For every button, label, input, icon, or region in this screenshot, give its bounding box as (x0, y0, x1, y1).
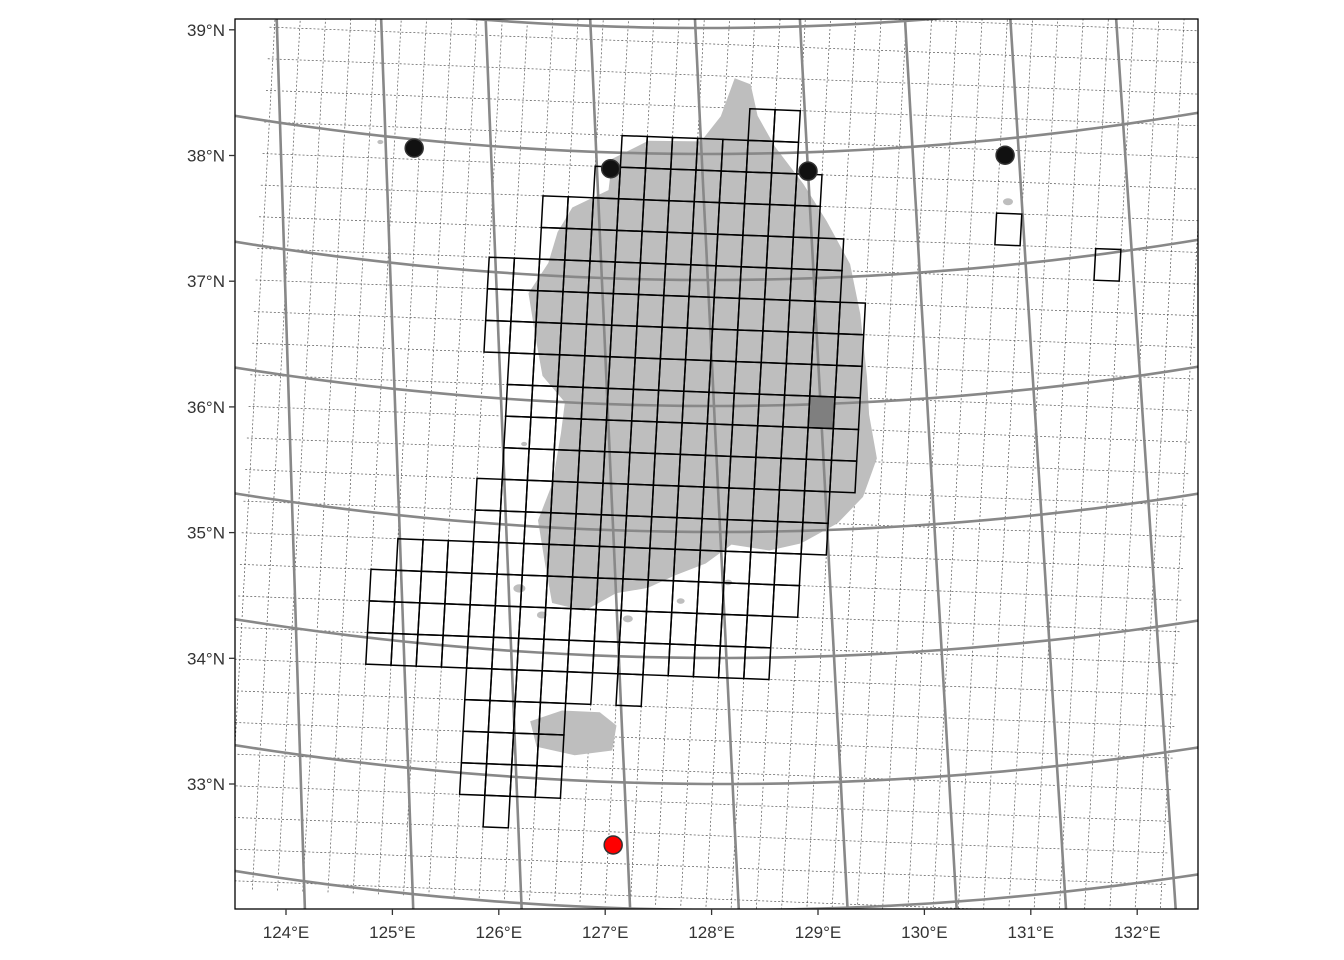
fine-grid-row-line (267, 58, 1198, 95)
parallel-line (235, 238, 1198, 282)
lat-tick-label: 39°N (187, 21, 225, 40)
meridian-line (1009, 19, 1068, 909)
meridian-line (903, 19, 958, 909)
fine-grid-row-line (235, 690, 1176, 727)
fine-grid-row-line (266, 90, 1198, 127)
station-marker (404, 138, 424, 158)
grid-cell (615, 672, 644, 708)
grid-cell (771, 583, 801, 618)
grid-cell (482, 794, 511, 829)
fine-grid-row-line (878, 19, 1198, 32)
fine-grid-row-line (264, 121, 1198, 158)
fine-grid-row-line (269, 26, 1198, 63)
station-marker (798, 161, 818, 181)
lon-tick-label: 126°E (476, 923, 523, 942)
fine-grid-row-line (235, 848, 1167, 885)
fine-grid-row-line (248, 406, 1192, 443)
isolated-grid-cell (994, 212, 1023, 247)
fine-grid-row-line (235, 880, 986, 909)
grid-cell (829, 459, 858, 494)
fine-grid-row-line (235, 753, 1173, 791)
fine-grid-row-line (243, 500, 1186, 538)
fine-grid-row-line (253, 311, 1197, 348)
latitude-tick-labels: 33°N 34°N 35°N 36°N 37°N 38°N 39°N (187, 21, 225, 794)
fine-grid-row-line (235, 817, 1169, 854)
parallel-line (235, 617, 1198, 660)
meridian-line (1114, 19, 1177, 909)
highlighted-grid-cell (808, 396, 835, 429)
lon-tick-label: 127°E (582, 923, 629, 942)
lon-tick-label: 129°E (795, 923, 842, 942)
korean-peninsula-land (377, 78, 1013, 756)
meridian-line (275, 19, 307, 909)
mainland-landmass (528, 78, 877, 611)
lat-tick-label: 37°N (187, 272, 225, 291)
longitude-tick-labels: 124°E 125°E 126°E 127°E 128°E 129°E 130°E 131°E… (263, 923, 1161, 942)
grid-cell (800, 521, 829, 556)
grid-cell (534, 764, 563, 799)
meridian-line (379, 19, 415, 909)
fine-grid-row-line (257, 248, 1198, 285)
fine-grid-row-line (259, 216, 1198, 253)
small-island (1002, 198, 1013, 206)
meridian-line (1215, 0, 1287, 923)
fine-grid-row-line (260, 184, 1198, 222)
parallel-line (235, 492, 1198, 534)
lat-tick-label: 33°N (187, 775, 225, 794)
lon-tick-label: 125°E (369, 923, 416, 942)
lon-tick-label: 132°E (1114, 923, 1161, 942)
small-island (377, 139, 384, 145)
fine-grid-row-line (252, 342, 1195, 380)
lat-tick-label: 36°N (187, 398, 225, 417)
lat-tick-label: 38°N (187, 147, 225, 166)
isolated-grid-cell (1093, 247, 1122, 282)
fine-grid-row-line (255, 279, 1198, 317)
grid-cell (564, 671, 594, 706)
parallel-line (235, 869, 1198, 909)
small-island (676, 598, 685, 604)
small-island (521, 441, 528, 447)
lon-tick-label: 131°E (1008, 923, 1055, 942)
panel-frame (234, 18, 1199, 910)
jeju-island (530, 710, 617, 756)
parallel-line (235, 743, 1198, 786)
meridian-line (693, 19, 741, 909)
lat-tick-label: 35°N (187, 524, 225, 543)
lon-tick-label: 128°E (688, 923, 735, 942)
small-island (513, 584, 526, 593)
target-station-marker (603, 835, 623, 855)
small-island (622, 615, 633, 623)
lat-tick-label: 34°N (187, 649, 225, 668)
lon-tick-label: 130°E (901, 923, 948, 942)
meridian-line (798, 19, 849, 909)
station-marker (995, 145, 1015, 166)
small-island (536, 611, 547, 619)
analysis-grid-cells (365, 108, 1122, 829)
lon-tick-label: 124°E (263, 923, 310, 942)
parallel-line (459, 19, 949, 30)
fine-grid-row-line (235, 722, 1174, 759)
parallel-line (235, 111, 1198, 156)
grid-cell (743, 646, 772, 681)
station-marker (600, 159, 621, 179)
fine-grid-row-line (262, 153, 1198, 190)
fine-grid-row-line (235, 785, 1171, 822)
station-markers (404, 138, 1015, 855)
fine-grid-row-line (246, 437, 1190, 475)
meridian-line (588, 19, 632, 909)
axis-ticks (229, 29, 1138, 915)
fine-grid-row-line (245, 469, 1188, 506)
parallel-line (235, 365, 1198, 408)
